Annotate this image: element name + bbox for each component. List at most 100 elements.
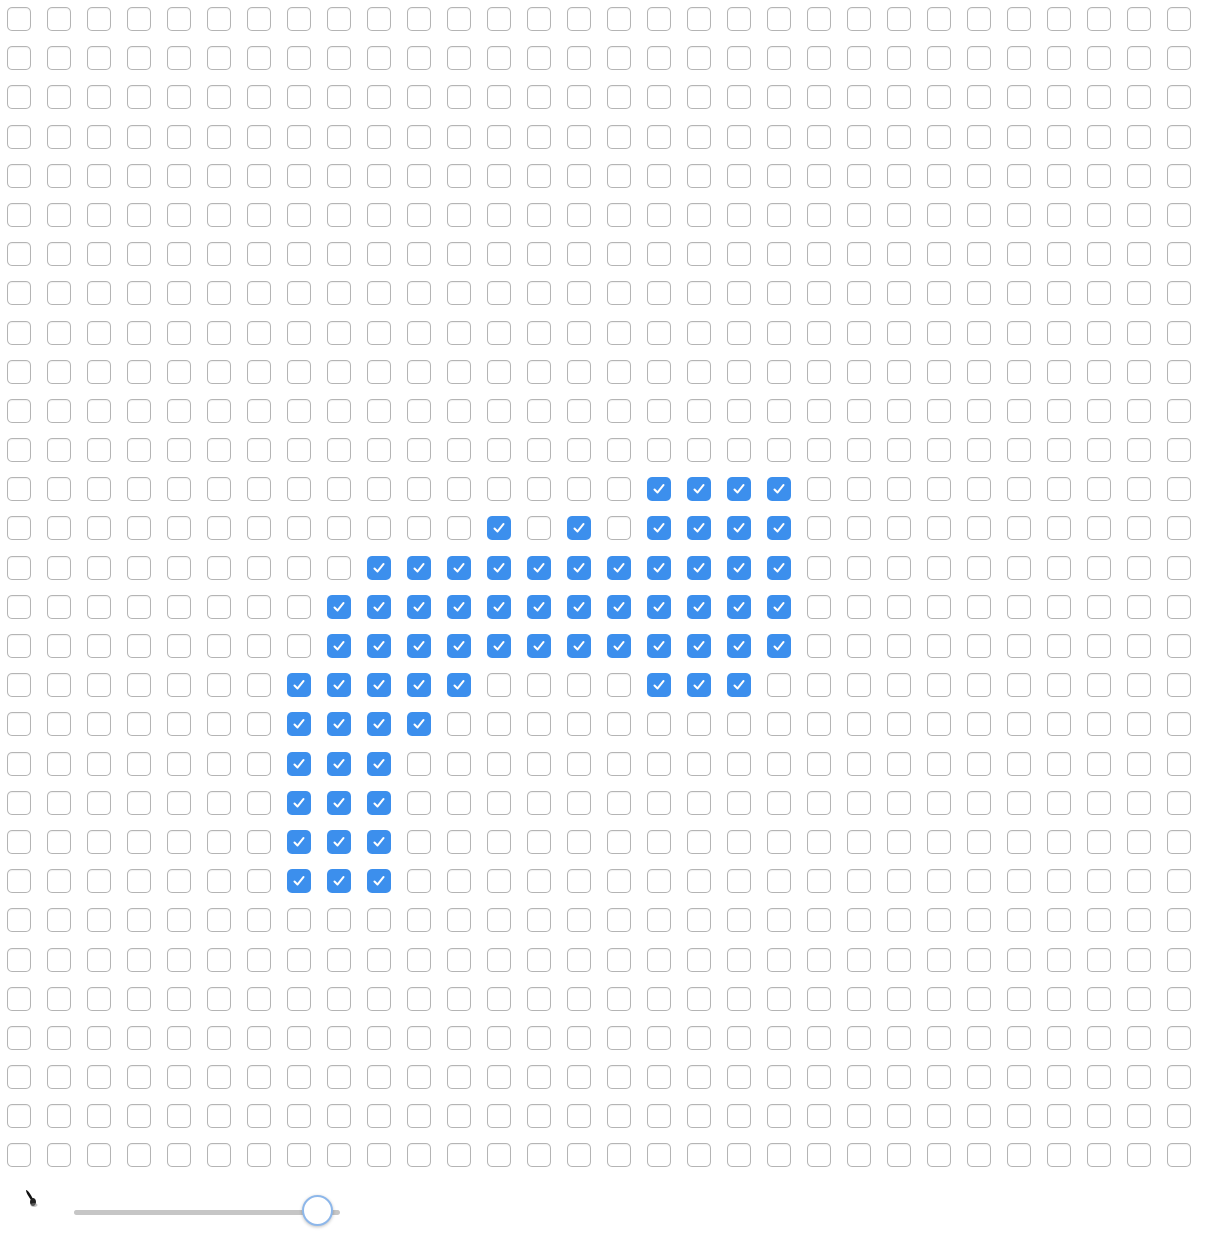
grid-checkbox[interactable] [727,555,751,580]
grid-checkbox[interactable] [327,1143,351,1168]
grid-checkbox[interactable] [1047,1143,1071,1168]
grid-checkbox[interactable] [327,7,351,31]
grid-checkbox[interactable] [47,320,71,345]
grid-checkbox[interactable] [1047,790,1071,815]
grid-checkbox[interactable] [447,242,471,267]
grid-checkbox[interactable] [247,46,271,71]
grid-checkbox[interactable] [767,908,791,933]
grid-checkbox[interactable] [487,829,511,854]
grid-checkbox[interactable] [167,1025,191,1050]
grid-checkbox[interactable] [7,751,31,776]
grid-checkbox[interactable] [567,712,591,737]
grid-checkbox[interactable] [767,673,791,698]
grid-checkbox[interactable] [1127,163,1151,188]
grid-checkbox[interactable] [327,751,351,776]
grid-checkbox[interactable] [207,438,231,463]
grid-checkbox[interactable] [967,908,991,933]
grid-checkbox[interactable] [47,908,71,933]
grid-checkbox[interactable] [487,202,511,227]
grid-checkbox[interactable] [767,202,791,227]
grid-checkbox[interactable] [287,163,311,188]
grid-checkbox[interactable] [607,751,631,776]
grid-checkbox[interactable] [407,7,431,31]
grid-checkbox[interactable] [447,438,471,463]
grid-checkbox[interactable] [487,594,511,619]
grid-checkbox[interactable] [447,555,471,580]
grid-checkbox[interactable] [1167,163,1191,188]
grid-checkbox[interactable] [247,673,271,698]
grid-checkbox[interactable] [47,947,71,972]
grid-checkbox[interactable] [167,751,191,776]
grid-checkbox[interactable] [1007,555,1031,580]
grid-checkbox[interactable] [447,1065,471,1090]
grid-checkbox[interactable] [7,242,31,267]
grid-checkbox[interactable] [1047,594,1071,619]
grid-checkbox[interactable] [127,85,151,110]
grid-checkbox[interactable] [327,281,351,306]
grid-checkbox[interactable] [567,1104,591,1129]
grid-checkbox[interactable] [887,1143,911,1168]
grid-checkbox[interactable] [47,1025,71,1050]
grid-checkbox[interactable] [287,829,311,854]
grid-checkbox[interactable] [687,202,711,227]
grid-checkbox[interactable] [407,1025,431,1050]
grid-checkbox[interactable] [207,673,231,698]
grid-checkbox[interactable] [1007,829,1031,854]
grid-checkbox[interactable] [527,555,551,580]
grid-checkbox[interactable] [167,908,191,933]
grid-checkbox[interactable] [47,594,71,619]
grid-checkbox[interactable] [807,124,831,149]
grid-checkbox[interactable] [567,281,591,306]
grid-checkbox[interactable] [1127,908,1151,933]
grid-checkbox[interactable] [7,790,31,815]
grid-checkbox[interactable] [527,1104,551,1129]
grid-checkbox[interactable] [167,398,191,423]
grid-checkbox[interactable] [1087,46,1111,71]
grid-checkbox[interactable] [567,751,591,776]
grid-checkbox[interactable] [7,1025,31,1050]
grid-checkbox[interactable] [767,242,791,267]
grid-checkbox[interactable] [887,1065,911,1090]
grid-checkbox[interactable] [927,790,951,815]
grid-checkbox[interactable] [687,555,711,580]
grid-checkbox[interactable] [807,555,831,580]
grid-checkbox[interactable] [847,398,871,423]
grid-checkbox[interactable] [1007,242,1031,267]
grid-checkbox[interactable] [447,986,471,1011]
grid-checkbox[interactable] [607,242,631,267]
grid-checkbox[interactable] [407,829,431,854]
grid-checkbox[interactable] [1047,398,1071,423]
grid-checkbox[interactable] [287,477,311,502]
grid-checkbox[interactable] [887,673,911,698]
grid-checkbox[interactable] [527,1065,551,1090]
grid-checkbox[interactable] [967,947,991,972]
grid-checkbox[interactable] [807,712,831,737]
grid-checkbox[interactable] [807,281,831,306]
grid-checkbox[interactable] [527,634,551,658]
grid-checkbox[interactable] [527,869,551,894]
grid-checkbox[interactable] [927,359,951,384]
grid-checkbox[interactable] [407,790,431,815]
grid-checkbox[interactable] [927,751,951,776]
grid-checkbox[interactable] [567,634,591,658]
grid-checkbox[interactable] [367,986,391,1011]
grid-checkbox[interactable] [607,947,631,972]
grid-checkbox[interactable] [527,202,551,227]
grid-checkbox[interactable] [887,1025,911,1050]
grid-checkbox[interactable] [727,829,751,854]
grid-checkbox[interactable] [207,202,231,227]
grid-checkbox[interactable] [767,124,791,149]
grid-checkbox[interactable] [967,359,991,384]
grid-checkbox[interactable] [1007,1143,1031,1168]
grid-checkbox[interactable] [967,124,991,149]
grid-checkbox[interactable] [727,1104,751,1129]
grid-checkbox[interactable] [47,1143,71,1168]
grid-checkbox[interactable] [87,751,111,776]
grid-checkbox[interactable] [487,163,511,188]
grid-checkbox[interactable] [567,869,591,894]
grid-checkbox[interactable] [767,438,791,463]
grid-checkbox[interactable] [327,46,351,71]
grid-checkbox[interactable] [207,124,231,149]
grid-checkbox[interactable] [487,1025,511,1050]
grid-checkbox[interactable] [767,986,791,1011]
